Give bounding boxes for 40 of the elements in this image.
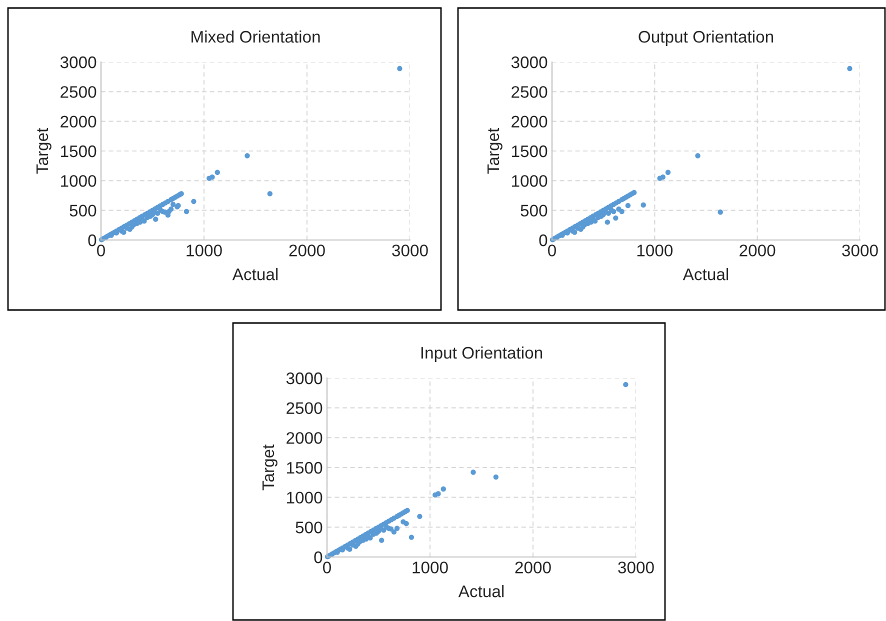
y-tick-label: 500 [520,204,548,217]
x-axis-title: Actual [458,585,504,598]
y-tick-label: 0 [88,234,96,246]
y-axis-title: Target [36,128,52,174]
y-tick-label: 2000 [286,432,322,444]
y-tick-label: 500 [70,204,96,217]
y-tick-label: 3000 [511,56,548,68]
x-tick-label: 0 [97,244,105,256]
y-tick-label: 1000 [512,175,548,187]
y-tick-label: 1000 [61,175,96,187]
chart-title: Output Orientation [638,30,774,46]
y-tick-label: 2500 [512,86,548,98]
y-tick-label: 0 [539,234,548,246]
x-tick-label: 2000 [740,244,776,256]
y-tick-label: 1500 [512,145,548,158]
y-axis-title: Target [488,128,502,174]
y-tick-label: 500 [296,522,322,534]
y-tick-label: 1000 [287,492,322,504]
y-tick-label: 2000 [60,116,96,128]
y-tick-label: 0 [314,551,322,564]
y-axis-title: Target [262,444,278,490]
x-axis-title: Actual [682,268,728,280]
y-tick-label: 3000 [286,372,322,384]
y-tick-label: 2000 [512,116,548,128]
y-tick-label: 2500 [60,86,96,98]
x-tick-label: 1000 [412,562,448,574]
chart-title: Input Orientation [421,346,542,362]
x-tick-label: 1000 [637,244,673,256]
y-tick-label: 1500 [61,145,96,158]
y-tick-label: 1500 [287,462,322,474]
x-tick-label: 3000 [842,244,878,256]
x-tick-label: 1000 [186,244,222,256]
x-tick-label: 0 [548,244,556,256]
y-tick-label: 2500 [286,402,322,414]
y-tick-label: 3000 [60,56,96,68]
x-tick-label: 3000 [618,562,654,574]
chart-title: Mixed Orientation [192,30,320,43]
x-tick-label: 3000 [392,244,428,256]
x-axis-title: Actual [232,268,278,280]
x-tick-label: 0 [323,562,331,574]
